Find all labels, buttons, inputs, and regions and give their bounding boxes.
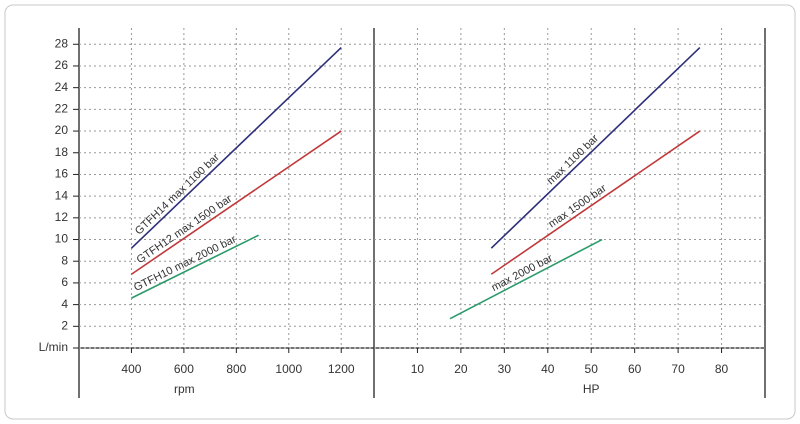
x-tick-label: 1200 <box>328 362 355 376</box>
x-tick-label: 50 <box>585 362 599 376</box>
y-tick-label: 12 <box>55 210 69 224</box>
series-line <box>131 234 259 299</box>
y-tick-label: 4 <box>61 297 68 311</box>
y-tick-label: L/min <box>39 340 68 354</box>
x-axis-title: HP <box>583 382 600 396</box>
series-line <box>449 238 603 320</box>
series-line <box>490 130 701 275</box>
x-tick-label: 30 <box>498 362 512 376</box>
series-line <box>490 46 701 249</box>
x-tick-label: 400 <box>121 362 141 376</box>
x-tick-label: 40 <box>541 362 555 376</box>
x-tick-label: 70 <box>671 362 685 376</box>
y-tick-label: 10 <box>55 232 69 246</box>
y-tick-label: 6 <box>61 275 68 289</box>
y-tick-label: 18 <box>55 145 69 159</box>
x-tick-label: 80 <box>715 362 729 376</box>
series-line <box>130 46 342 249</box>
x-tick-label: 10 <box>411 362 425 376</box>
x-tick-label: 1000 <box>275 362 302 376</box>
y-tick-label: 20 <box>55 123 69 137</box>
y-tick-label: 2 <box>61 318 68 332</box>
x-tick-label: 20 <box>454 362 468 376</box>
x-axis-title: rpm <box>174 382 195 396</box>
y-tick-label: 26 <box>55 58 69 72</box>
y-tick-label: 24 <box>55 80 69 94</box>
frame <box>4 4 796 420</box>
x-tick-label: 60 <box>628 362 642 376</box>
y-tick-label: 14 <box>55 188 69 202</box>
y-tick-label: 22 <box>55 102 69 116</box>
series-line <box>130 130 342 275</box>
y-tick-label: 16 <box>55 167 69 181</box>
y-tick-label: 28 <box>55 36 69 50</box>
x-tick-label: 800 <box>226 362 246 376</box>
x-tick-label: 600 <box>174 362 194 376</box>
y-tick-label: 8 <box>61 253 68 267</box>
